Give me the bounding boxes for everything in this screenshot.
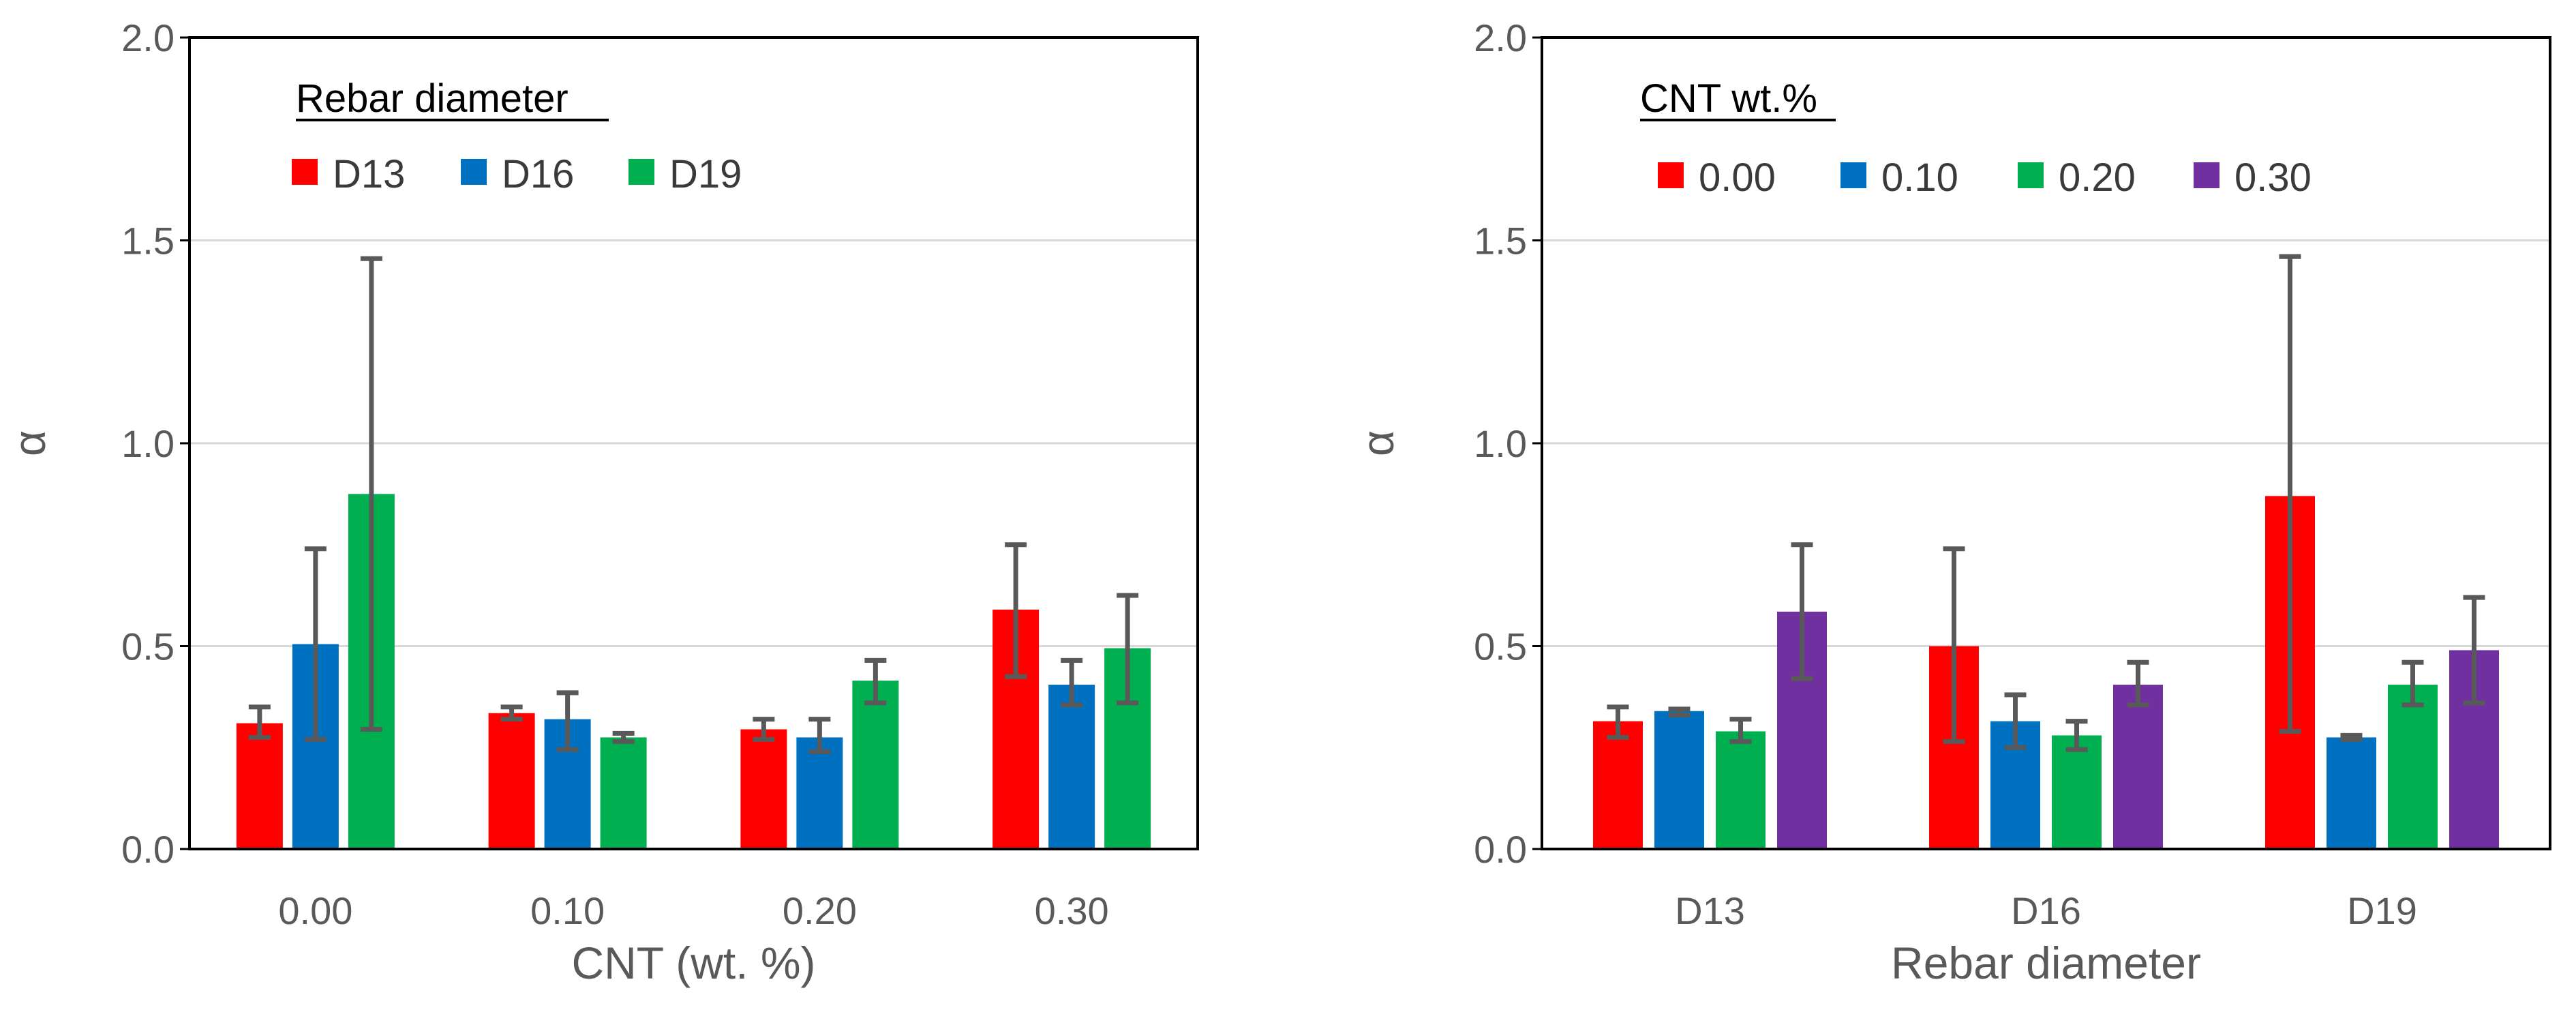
x-axis-title: Rebar diameter [1891, 938, 2201, 988]
bar [1654, 711, 1704, 849]
x-tick-label: D19 [2347, 889, 2417, 932]
x-tick-label: D13 [1675, 889, 1745, 932]
x-tick-label: 0.00 [278, 889, 352, 932]
y-tick-label: 0.0 [1474, 828, 1527, 871]
legend-swatch [2018, 162, 2044, 188]
y-axis-title: α [1352, 430, 1403, 456]
bar [2388, 685, 2438, 849]
legend-swatch [2194, 162, 2219, 188]
bar [236, 723, 283, 849]
legend-label: 0.20 [2059, 155, 2136, 200]
legend-swatch [292, 159, 318, 185]
x-tick-label: 0.30 [1035, 889, 1109, 932]
y-tick-label: 0.5 [1474, 625, 1527, 668]
bar [2052, 735, 2102, 849]
bar [796, 737, 843, 849]
x-tick-label: D16 [2011, 889, 2081, 932]
right-chart: 0.0 0.5 1.0 1.5 2.0 D13 D16 D19 Rebar diameter α C… [1352, 16, 2551, 988]
legend-swatch [628, 159, 654, 185]
left-chart: 0.0 0.5 1.0 1.5 2.0 0.00 0.10 0.20 0.30 CNT (wt. … [4, 16, 1199, 988]
bar [600, 737, 647, 849]
bar [2327, 737, 2376, 849]
plot-frame [1541, 36, 2551, 850]
legend-swatch [1840, 162, 1866, 188]
legend-title: Rebar diameter [296, 76, 569, 121]
bar [488, 713, 535, 849]
y-tick-label: 0.0 [121, 828, 175, 871]
legend-label: 0.00 [1699, 155, 1776, 200]
x-tick-label: 0.10 [530, 889, 605, 932]
bar [852, 681, 899, 849]
y-tick-label: 0.5 [121, 625, 175, 668]
bar [2113, 685, 2163, 849]
y-axis-title: α [4, 430, 55, 456]
y-tick-label: 2.0 [1474, 16, 1527, 59]
x-axis-title: CNT (wt. %) [571, 938, 815, 988]
legend-label: 0.10 [1881, 155, 1958, 200]
bar [740, 729, 787, 849]
y-tick-label: 2.0 [121, 16, 175, 59]
legend-label: 0.30 [2234, 155, 2312, 200]
y-tick-label: 1.5 [121, 220, 175, 263]
legend-label: D19 [669, 152, 742, 196]
legend-title: CNT wt.% [1640, 76, 1817, 121]
y-tick-label: 1.0 [121, 422, 175, 465]
x-tick-label: 0.20 [783, 889, 857, 932]
bar [1716, 731, 1766, 849]
legend-label: D16 [502, 152, 574, 196]
y-tick-label: 1.0 [1474, 422, 1527, 465]
legend-swatch [1658, 162, 1684, 188]
y-tick-label: 1.5 [1474, 220, 1527, 263]
bar [1048, 685, 1095, 849]
plot-frame [188, 36, 1199, 850]
bar [1593, 721, 1643, 849]
legend-label: D13 [333, 152, 405, 196]
legend-swatch [461, 159, 487, 185]
